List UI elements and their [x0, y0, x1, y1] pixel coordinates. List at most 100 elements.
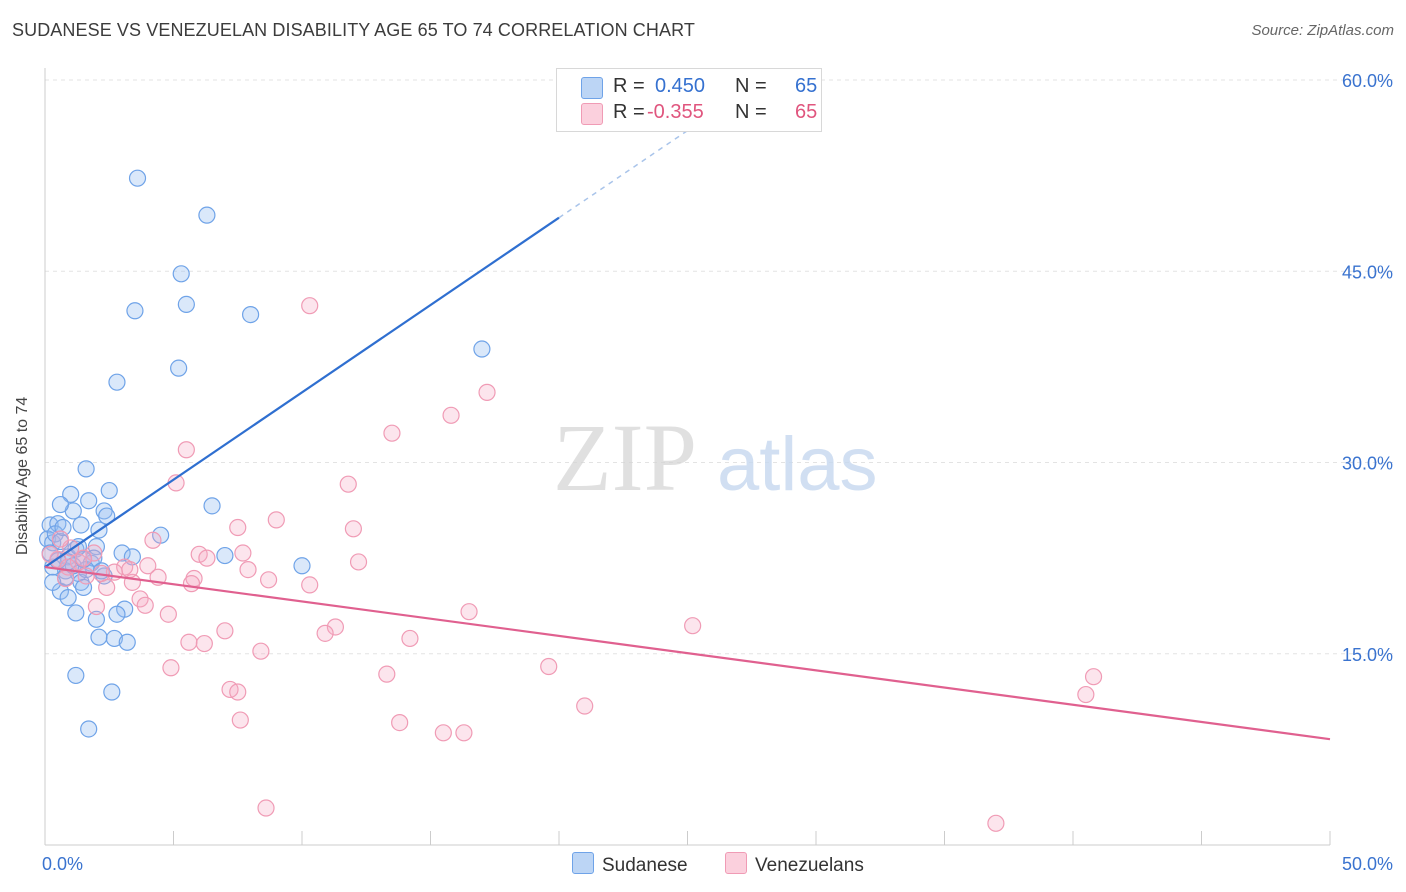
point-venezuelan — [121, 560, 139, 579]
axes — [44, 68, 1331, 846]
point-sudanese — [177, 295, 195, 313]
point-sudanese — [113, 544, 131, 562]
point-venezuelan — [540, 657, 558, 676]
point-sudanese — [80, 720, 98, 738]
point-venezuelan — [231, 711, 249, 729]
point-venezuelan — [159, 605, 177, 623]
point-venezuelan — [349, 553, 368, 571]
legend: R = 0.450 N = 65 R = -0.355 N = 65 — [556, 68, 822, 132]
point-venezuelan — [87, 597, 106, 616]
point-venezuelan — [401, 629, 419, 648]
point-venezuelan — [198, 549, 216, 567]
y-tick-label: 30.0% — [1342, 454, 1393, 474]
point-sudanese — [44, 573, 62, 591]
x-tick-label: 50.0% — [1342, 854, 1393, 874]
point-venezuelan — [1084, 668, 1103, 686]
point-venezuelan — [216, 622, 234, 640]
point-sudanese — [87, 610, 106, 628]
trendline-sudanese — [44, 216, 560, 568]
trendline-venezuelans — [44, 565, 1331, 741]
bottom-legend-label-sudanese: Sudanese — [602, 855, 688, 876]
point-sudanese — [293, 557, 311, 575]
point-sudanese — [62, 485, 80, 503]
point-venezuelan — [478, 383, 496, 401]
venezuelan-points — [41, 297, 1103, 832]
point-venezuelan — [316, 624, 334, 642]
point-sudanese — [100, 481, 118, 500]
point-sudanese — [59, 589, 77, 607]
trendline-sudanese-extension — [558, 112, 714, 219]
point-venezuelan — [252, 642, 270, 660]
point-venezuelan — [139, 557, 157, 575]
source-label: Source: ZipAtlas.com — [1251, 22, 1394, 39]
y-axis-title: Disability Age 65 to 74 — [14, 396, 31, 555]
tick-labels: 15.0% 30.0% 45.0% 60.0% 0.0% 50.0% — [42, 71, 1393, 874]
point-venezuelan — [257, 799, 275, 817]
point-venezuelan — [162, 659, 180, 677]
watermark-atlas: atlas — [717, 422, 878, 507]
point-venezuelan — [239, 560, 257, 579]
point-venezuelan — [344, 520, 362, 538]
point-venezuelan — [1077, 685, 1095, 704]
point-venezuelan — [326, 618, 345, 636]
point-venezuelan — [234, 544, 252, 562]
point-venezuelan — [259, 571, 278, 589]
point-venezuelan — [77, 567, 95, 585]
legend-swatch-sudanese — [581, 77, 603, 99]
legend-swatch-venezuelans — [581, 103, 603, 125]
legend-n-label: N = — [735, 75, 767, 97]
bottom-legend-swatch-sudanese — [572, 852, 594, 874]
y-tick-label: 15.0% — [1342, 645, 1393, 665]
point-sudanese — [72, 516, 90, 534]
bottom-legend-venezuelans: Venezuelans — [725, 852, 864, 876]
trend-lines — [44, 112, 1331, 741]
point-venezuelan — [182, 575, 201, 593]
point-sudanese — [128, 169, 147, 187]
legend-r-venezuelans: -0.355 — [647, 101, 704, 123]
point-venezuelan — [460, 603, 478, 621]
point-venezuelan — [434, 724, 452, 742]
point-venezuelan — [383, 424, 401, 442]
legend-n-sudanese: 65 — [795, 75, 818, 97]
point-sudanese — [198, 206, 216, 224]
point-venezuelan — [51, 530, 70, 548]
point-sudanese — [170, 359, 188, 377]
watermark-zip: ZIP — [553, 404, 697, 511]
point-venezuelan — [576, 697, 594, 715]
chart-title: SUDANESE VS VENEZUELAN DISABILITY AGE 65… — [12, 20, 695, 40]
point-venezuelan — [339, 475, 357, 493]
point-sudanese — [473, 340, 491, 358]
point-sudanese — [77, 460, 95, 478]
point-venezuelan — [987, 814, 1005, 832]
y-tick-label: 60.0% — [1342, 71, 1393, 91]
point-sudanese — [172, 265, 190, 283]
bottom-legend-sudanese: Sudanese — [572, 852, 688, 876]
point-sudanese — [108, 373, 126, 391]
point-venezuelan — [195, 634, 213, 653]
point-sudanese — [90, 628, 108, 646]
point-sudanese — [105, 629, 123, 648]
point-venezuelan — [136, 596, 154, 614]
point-sudanese — [203, 497, 221, 515]
y-tick-label: 45.0% — [1342, 262, 1393, 282]
point-sudanese — [108, 605, 126, 623]
point-venezuelan — [56, 569, 75, 588]
point-sudanese — [242, 306, 260, 324]
legend-r-label: R = — [613, 75, 645, 97]
point-venezuelan — [267, 511, 285, 529]
point-sudanese — [216, 546, 234, 565]
legend-r-sudanese: 0.450 — [655, 75, 706, 97]
point-venezuelan — [684, 617, 702, 635]
legend-n-venezuelans: 65 — [795, 101, 818, 123]
point-sudanese — [126, 302, 144, 320]
legend-n-label: N = — [735, 101, 767, 123]
point-venezuelan — [177, 441, 195, 459]
point-sudanese — [67, 604, 85, 622]
legend-r-label: R = — [613, 101, 645, 123]
point-sudanese — [118, 633, 136, 651]
point-venezuelan — [85, 544, 103, 562]
point-venezuelan — [144, 531, 162, 549]
point-venezuelan — [301, 576, 319, 594]
point-venezuelan — [74, 549, 93, 567]
